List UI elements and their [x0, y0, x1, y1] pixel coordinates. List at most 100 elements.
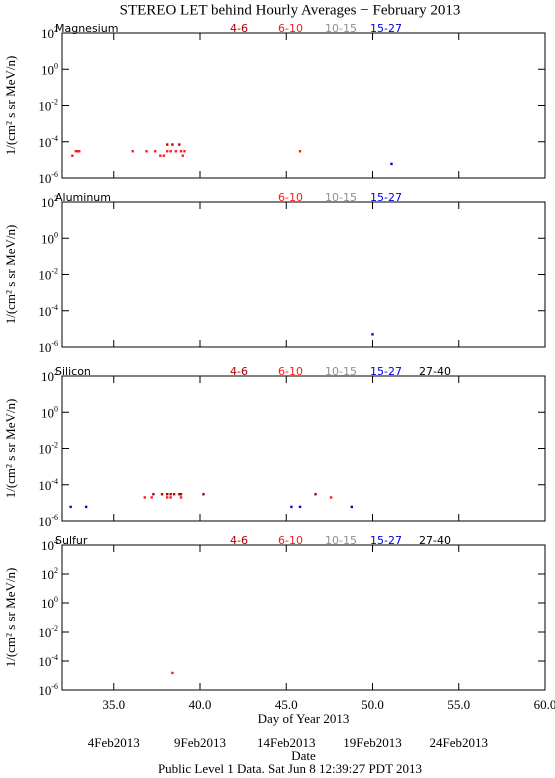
legend-entry: 6-10	[278, 22, 303, 35]
data-point	[159, 154, 162, 157]
date-label: 9Feb2013	[174, 735, 226, 750]
data-point	[166, 143, 169, 146]
footer: Public Level 1 Data. Sat Jun 8 12:39:27 …	[158, 761, 422, 776]
data-point	[390, 162, 393, 166]
data-point	[171, 143, 174, 146]
plot-frame	[61, 201, 546, 348]
y-tick-label: 10-4	[38, 653, 58, 669]
data-point	[350, 505, 353, 509]
panel-title: Silicon	[55, 365, 91, 378]
legend-entry: 15-27	[370, 534, 402, 547]
data-point	[131, 150, 134, 153]
y-tick-label: 10-2	[38, 266, 58, 282]
panel-title: Magnesium	[55, 22, 118, 35]
x-tick-label: 45.0	[275, 697, 298, 712]
y-tick-label: 10-4	[38, 477, 58, 493]
y-tick-label: 100	[41, 230, 58, 246]
y-tick-label: 10-6	[38, 513, 58, 529]
data-point	[162, 154, 165, 157]
plot-frame	[61, 375, 546, 522]
data-point	[179, 150, 183, 153]
page-title: STEREO LET behind Hourly Averages − Febr…	[120, 2, 461, 18]
legend-entry: 15-27	[370, 22, 402, 35]
y-tick-label: 104	[41, 537, 58, 553]
y-tick-label: 102	[41, 566, 58, 582]
data-point	[290, 505, 293, 509]
date-label: 24Feb2013	[430, 735, 489, 750]
y-axis-label: 1/(cm² s sr MeV/n)	[3, 56, 18, 156]
legend-entry: 10-15	[325, 191, 357, 204]
y-tick-label: 100	[41, 61, 58, 77]
y-tick-label: 10-2	[38, 440, 58, 456]
y-tick-label: 10-2	[38, 97, 58, 113]
x-tick-label: 35.0	[102, 697, 125, 712]
data-point	[143, 496, 146, 499]
y-tick-label: 10-4	[38, 303, 58, 319]
y-tick-label: 102	[41, 194, 58, 210]
data-point	[166, 493, 169, 496]
data-point	[171, 671, 174, 675]
data-point	[71, 154, 74, 157]
legend-entry: 6-10	[278, 534, 303, 547]
data-point	[314, 493, 317, 496]
data-point	[160, 493, 164, 496]
y-tick-label: 102	[41, 25, 58, 41]
data-point	[166, 496, 169, 499]
x-tick-label: 40.0	[189, 697, 212, 712]
data-point	[169, 496, 172, 499]
y-axis-label: 1/(cm² s sr MeV/n)	[3, 225, 18, 325]
y-tick-label: 100	[41, 404, 58, 420]
legend-entry: 6-10	[278, 365, 303, 378]
date-axis-label: Date	[291, 748, 316, 763]
data-point	[74, 150, 77, 153]
legend-entry: 27-40	[419, 365, 451, 378]
legend-entry: 4-6	[230, 365, 248, 378]
panel-title: Sulfur	[55, 534, 88, 547]
date-label: 14Feb2013	[257, 735, 316, 750]
date-label: 4Feb2013	[88, 735, 140, 750]
y-axis-label: 1/(cm² s sr MeV/n)	[3, 568, 18, 668]
y-tick-label: 10-6	[38, 339, 58, 355]
data-point	[371, 333, 374, 336]
legend-entry: 6-10	[278, 191, 303, 204]
data-point	[169, 150, 172, 153]
data-point	[298, 150, 302, 153]
y-tick-label: 102	[41, 368, 58, 384]
data-point	[179, 496, 183, 499]
plot-frame	[61, 544, 546, 691]
legend-entry: 10-15	[325, 22, 357, 35]
data-point	[181, 154, 184, 157]
legend-entry: 10-15	[325, 534, 357, 547]
legend-entry: 15-27	[370, 191, 402, 204]
x-axis-label: Day of Year 2013	[258, 711, 350, 726]
y-tick-label: 10-6	[38, 682, 58, 698]
data-point	[202, 493, 205, 496]
data-point	[172, 493, 176, 496]
data-point	[166, 150, 169, 153]
date-label: 19Feb2013	[343, 735, 402, 750]
legend-entry: 4-6	[230, 22, 248, 35]
data-point	[179, 493, 183, 496]
plot-frame	[61, 32, 546, 179]
legend-entry: 15-27	[370, 365, 402, 378]
data-point	[69, 505, 72, 509]
panel-title: Aluminum	[55, 191, 111, 204]
data-point	[152, 493, 155, 496]
data-point	[84, 505, 88, 509]
legend-entry: 10-15	[325, 365, 357, 378]
data-point	[329, 496, 333, 499]
data-point	[183, 150, 186, 153]
data-point	[174, 150, 178, 153]
data-point	[178, 493, 181, 496]
data-point	[178, 143, 181, 146]
data-point	[145, 150, 148, 153]
y-tick-label: 10-6	[38, 170, 58, 186]
x-tick-label: 55.0	[447, 697, 470, 712]
data-point	[153, 150, 157, 153]
data-point	[169, 493, 172, 496]
y-tick-label: 100	[41, 595, 58, 611]
data-point	[78, 150, 81, 153]
data-point	[76, 150, 79, 153]
x-tick-label: 50.0	[361, 697, 384, 712]
